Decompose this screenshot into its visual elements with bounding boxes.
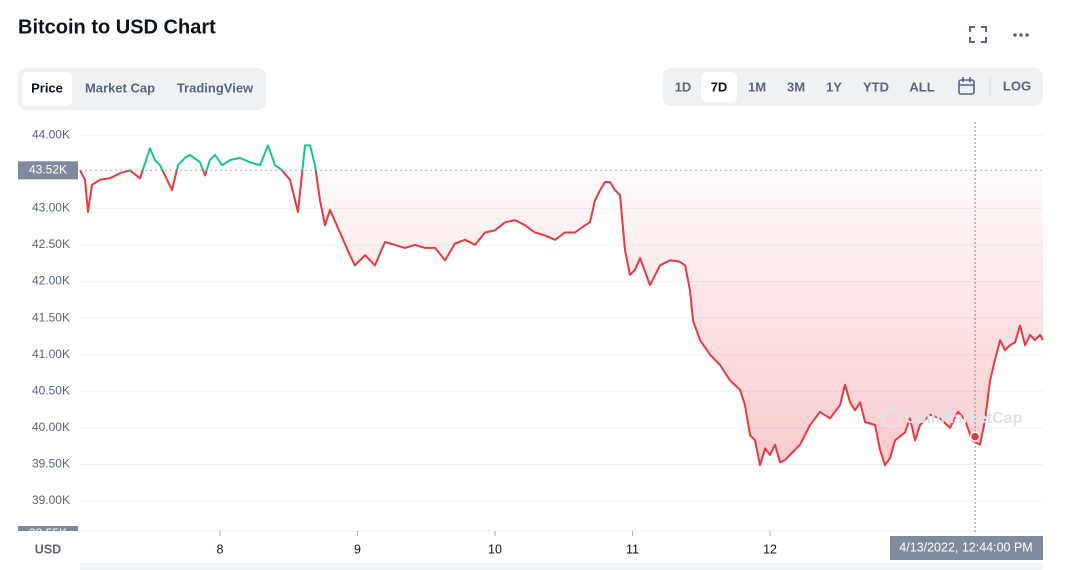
more-button[interactable] [1013, 33, 1029, 37]
watermark: CoinMarketCap [905, 410, 1023, 427]
hover-point [969, 431, 981, 442]
range-button[interactable]: 1Y [826, 79, 842, 94]
y-tick-label: 40.00K [32, 420, 70, 434]
range-active-bg [701, 72, 737, 102]
hover-label: 4/13/2022, 12:44:00 PM [899, 540, 1032, 554]
x-tick-label: 8 [217, 542, 224, 556]
y-tick-label: 39.00K [32, 493, 70, 507]
navigator [80, 563, 1043, 570]
y-tick-label: 42.00K [32, 274, 70, 288]
y-tick-label: 41.00K [32, 347, 70, 361]
fullscreen-button[interactable] [969, 26, 987, 43]
y-tick-label: 39.50K [32, 457, 70, 471]
range-group [663, 68, 1043, 106]
price-area [80, 170, 1043, 466]
price-line [79, 144, 1044, 467]
chart-title: Bitcoin to USD Chart [18, 16, 216, 38]
tab-active-bg [22, 72, 72, 106]
range-button[interactable]: YTD [863, 79, 889, 94]
y-tick-label: 40.50K [32, 383, 70, 397]
y-tick-label: 41.50K [32, 310, 70, 324]
y-tick-label: 43.00K [32, 201, 70, 215]
range-button[interactable]: 1D [675, 79, 692, 94]
x-tick-label: 9 [354, 542, 361, 556]
reference-label-box [18, 161, 78, 180]
x-tick-label: 11 [626, 542, 639, 556]
reference-label: 43.52K [29, 162, 67, 176]
range-button[interactable]: 3M [787, 79, 805, 94]
tab-group [18, 68, 266, 110]
y-tick-label: 42.50K [32, 237, 70, 251]
log-toggle[interactable]: LOG [1003, 78, 1031, 93]
hover-label-box [890, 536, 1043, 560]
range-button[interactable]: 1M [748, 79, 766, 94]
calendar-button[interactable] [958, 77, 975, 95]
tab[interactable]: TradingView [177, 80, 254, 95]
watermark-logo [880, 407, 902, 429]
tab[interactable]: Market Cap [85, 80, 155, 95]
range-button[interactable]: ALL [909, 79, 934, 94]
tab[interactable]: Price [31, 80, 63, 95]
y-tick-label: 44.00K [32, 127, 70, 141]
range-button[interactable]: 7D [711, 79, 728, 94]
x-tick-label: 10 [488, 542, 502, 556]
x-tick-label: 12 [763, 542, 777, 556]
y-unit: USD [35, 542, 61, 556]
